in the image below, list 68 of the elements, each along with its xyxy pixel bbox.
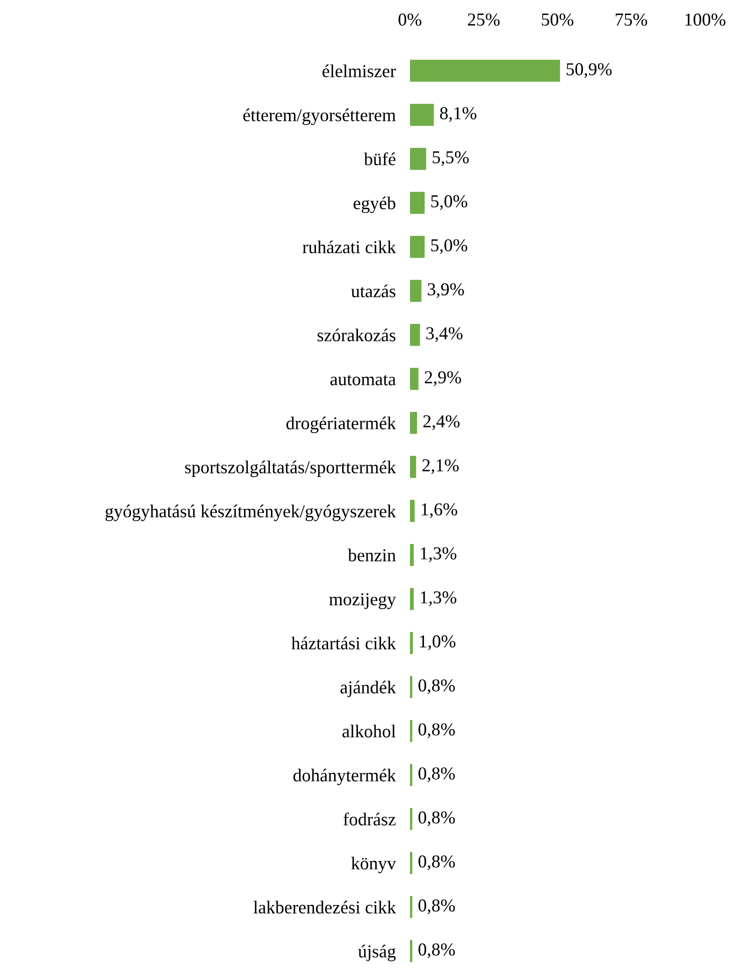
y-tick-label: automata <box>330 374 396 386</box>
y-tick-label: szórakozás <box>318 328 396 342</box>
data-label: 1,3% <box>420 547 456 562</box>
x-tick-label: 50% <box>542 14 574 26</box>
data-label: 5,0% <box>431 239 468 254</box>
bar <box>410 60 560 82</box>
bar <box>410 676 412 698</box>
data-label: 0,8% <box>418 723 455 738</box>
bar <box>410 280 422 302</box>
data-label: 0,8% <box>418 855 455 870</box>
y-tick-label: benzin <box>348 548 396 562</box>
data-label: 0,8% <box>418 767 455 782</box>
bar <box>410 236 425 258</box>
x-tick-label: 100% <box>685 14 726 26</box>
data-label: 1,3% <box>420 591 456 606</box>
bar <box>410 456 416 478</box>
data-label: 1,0% <box>420 635 456 650</box>
bar <box>410 324 420 346</box>
data-label: 0,8% <box>418 679 455 694</box>
y-tick-label: büfé <box>364 152 396 166</box>
data-label: 0,8% <box>418 943 455 958</box>
data-label: 3,4% <box>426 327 462 342</box>
y-tick-label: könyv <box>351 856 396 874</box>
bar <box>410 808 412 830</box>
bar <box>410 148 426 170</box>
data-label: 8,1% <box>440 107 476 122</box>
bar <box>410 720 412 742</box>
x-tick-label: 0% <box>398 14 422 26</box>
y-tick-label: fodrász <box>343 812 396 826</box>
y-tick-label: lakberendezési cikk <box>254 900 396 914</box>
x-tick-label: 25% <box>468 14 500 26</box>
y-tick-label: egyéb <box>354 196 396 214</box>
y-tick-label: étterem/gyorsétterem <box>243 108 396 125</box>
data-label: 0,8% <box>418 899 455 914</box>
y-tick-label: alkohol <box>342 724 396 738</box>
y-tick-label: élelmiszer <box>322 64 396 78</box>
y-tick-label: utazás <box>351 284 396 298</box>
bar <box>410 588 414 610</box>
data-label: 1,6% <box>422 503 458 518</box>
data-label: 50,9% <box>566 63 612 78</box>
bar <box>410 896 412 918</box>
bar <box>410 632 413 654</box>
bar <box>410 368 418 390</box>
y-tick-label: mozijegy <box>329 593 396 610</box>
data-label: 2,9% <box>424 371 462 386</box>
bar <box>410 544 414 566</box>
bar <box>410 412 417 434</box>
y-tick-label: sportszolgáltatás/sporttermék <box>185 460 396 478</box>
data-label: 5,5% <box>432 151 469 166</box>
data-label: 5,0% <box>431 195 468 210</box>
y-tick-label: gyógyhatású készítmények/gyógyszerek <box>105 504 396 522</box>
y-tick-label: háztartási cikk <box>291 636 396 650</box>
y-tick-label: dohánytermék <box>293 768 396 786</box>
x-tick-label: 75% <box>616 14 648 26</box>
bar <box>410 852 412 874</box>
y-tick-label: ruházati cikk <box>302 240 396 254</box>
y-tick-label: drogériatermék <box>286 416 396 434</box>
data-label: 0,8% <box>418 811 455 826</box>
data-label: 3,9% <box>428 283 464 298</box>
y-tick-label: ajándék <box>340 680 396 698</box>
bar <box>410 500 415 522</box>
data-label: 2,4% <box>423 415 460 430</box>
bar <box>410 104 434 126</box>
bar <box>410 192 425 214</box>
bar <box>410 764 412 786</box>
data-label: 2,1% <box>422 459 459 474</box>
y-tick-label: újság <box>358 944 396 962</box>
bar <box>410 940 412 962</box>
